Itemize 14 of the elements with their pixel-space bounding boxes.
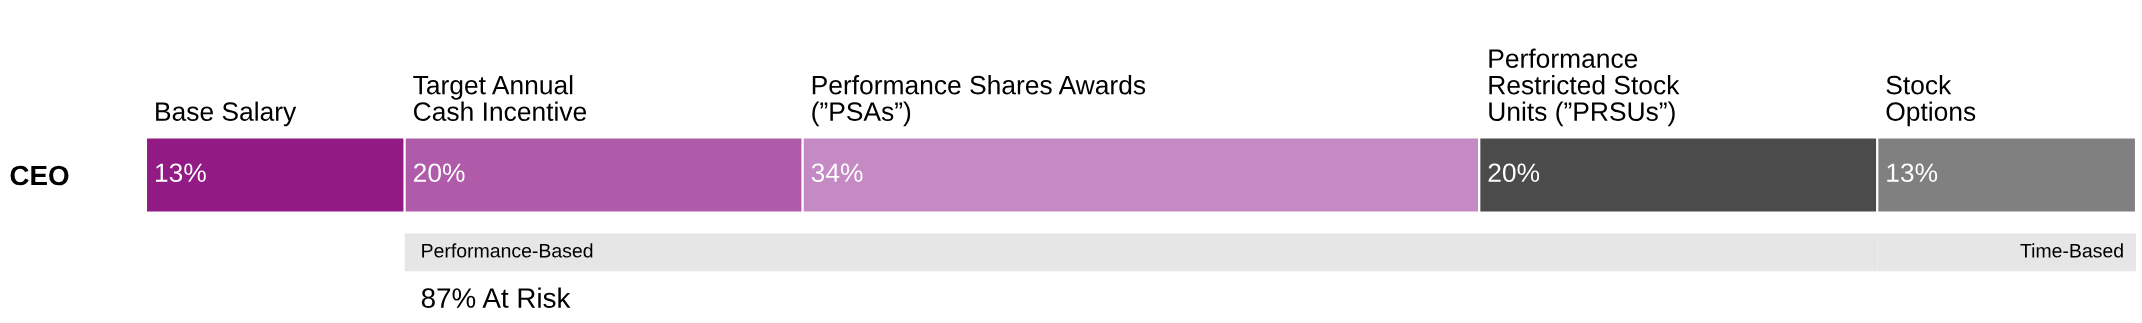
- y-tick-label: CEO: [10, 165, 69, 186]
- series-label: Performance Shares Awards (”PSAs”): [812, 75, 1146, 127]
- band-label: Time-Based: [2020, 243, 2123, 258]
- text: 87% At Risk: [421, 287, 571, 308]
- band-label: Performance-Based: [422, 243, 593, 258]
- data-label: 13%: [155, 163, 206, 183]
- data-label: 20%: [413, 163, 465, 183]
- data-label: 13%: [1887, 163, 1938, 183]
- series-label: Stock Options: [1886, 75, 1976, 127]
- data-label: 20%: [1488, 163, 1540, 183]
- series-label: Target Annual Cash Incentive: [413, 75, 587, 121]
- series-label: Base Salary: [156, 101, 297, 127]
- series-label: Performance Restricted Stock Units (”PRSUs”): [1489, 48, 1680, 127]
- data-label: 34%: [811, 163, 863, 183]
